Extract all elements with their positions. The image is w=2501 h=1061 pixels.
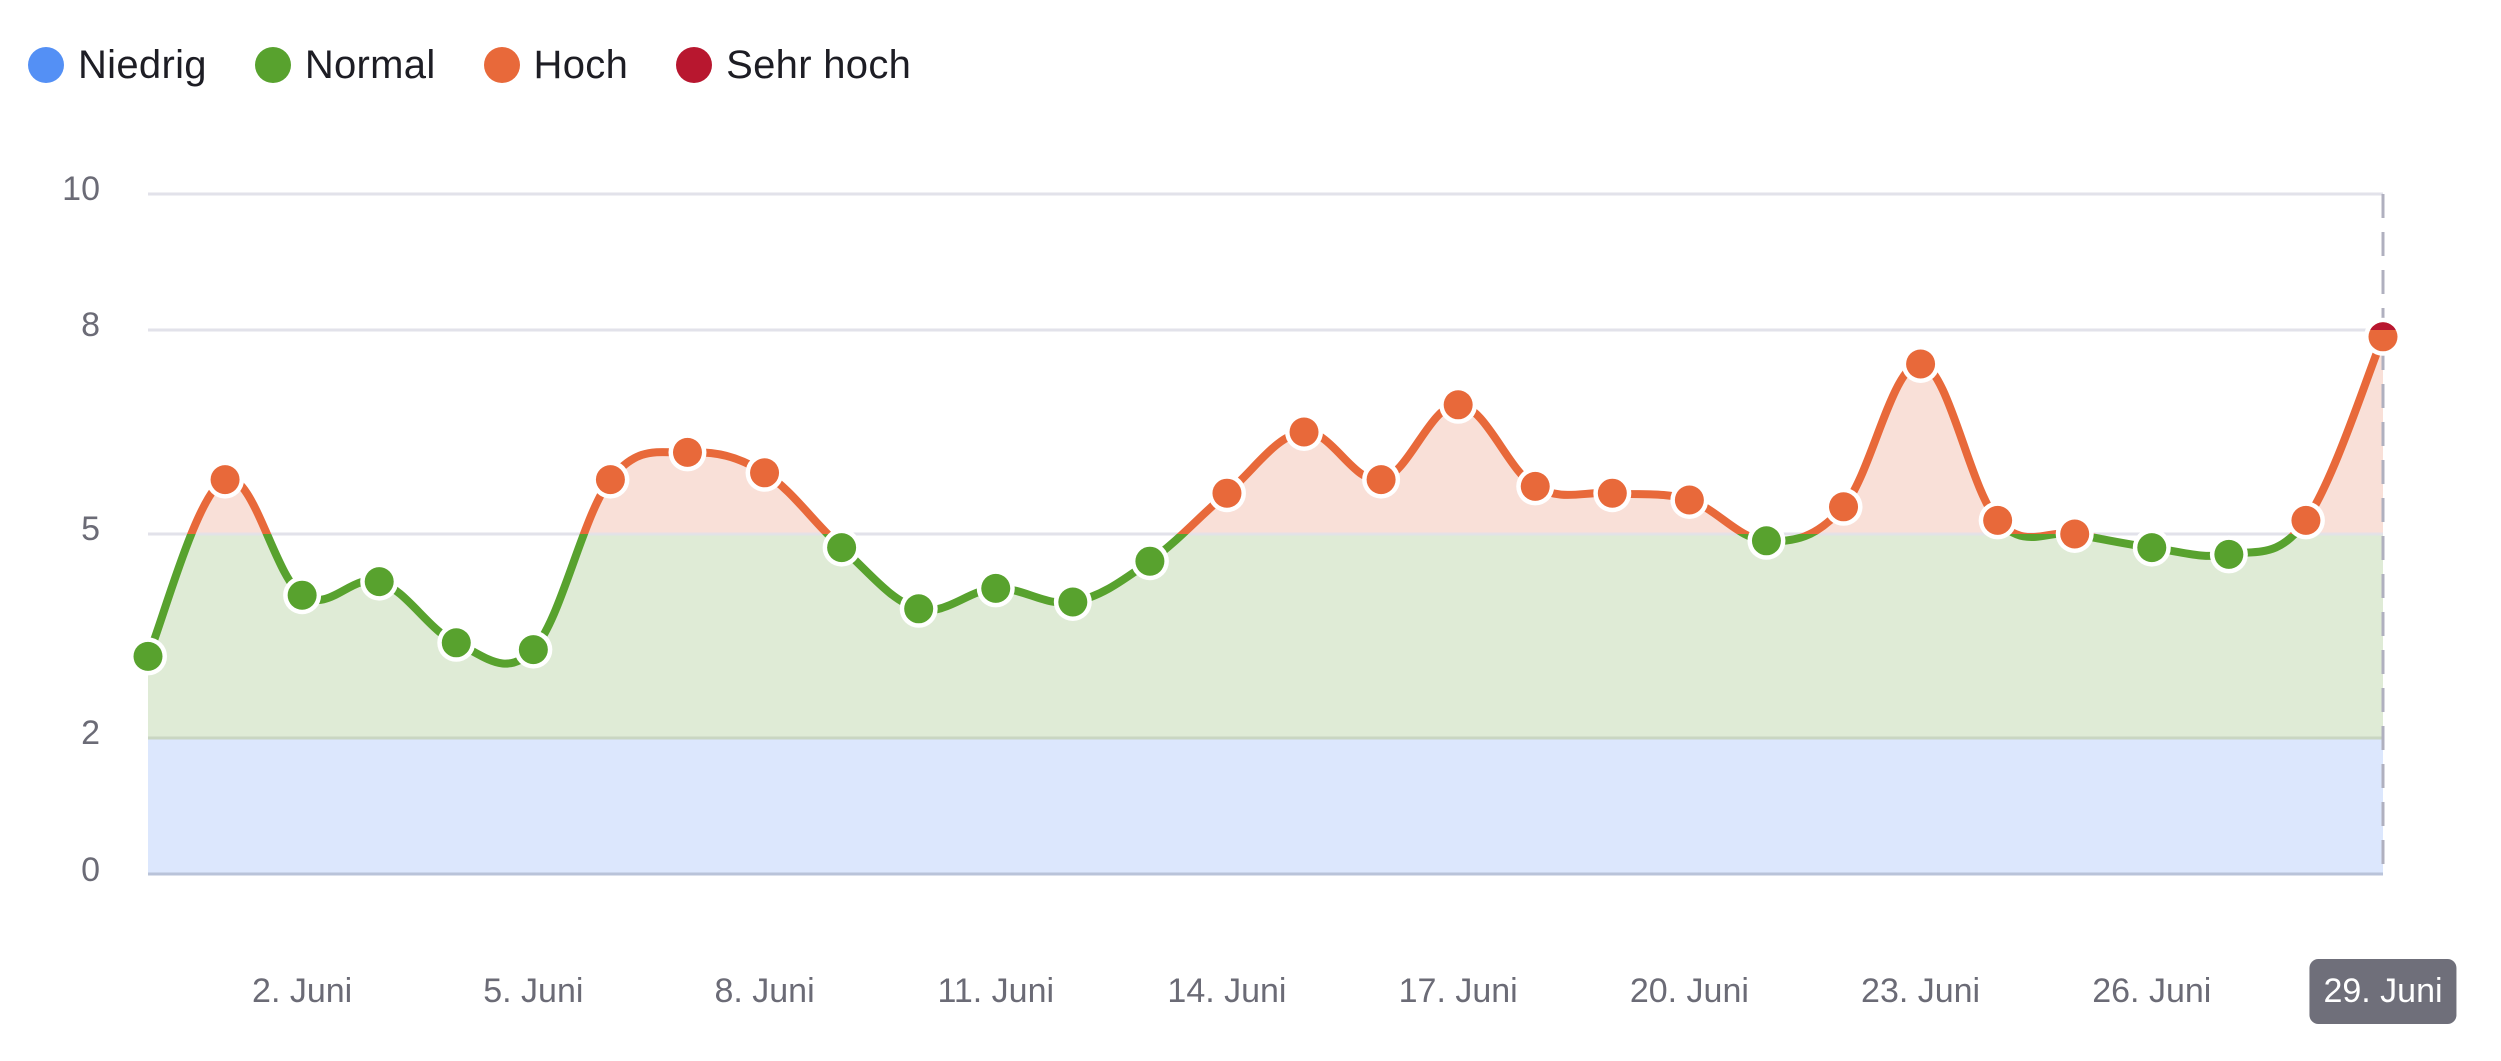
data-point[interactable]: [1983, 505, 2013, 535]
series-line: [144, 534, 2301, 668]
legend-label: Hoch: [533, 42, 629, 87]
legend-item-normal[interactable]: Normal: [254, 42, 436, 88]
data-point[interactable]: [1520, 471, 1550, 501]
y-tick-label: 2: [81, 714, 100, 752]
x-tick-label: 26. Juni: [2092, 972, 2212, 1010]
x-tick-label: 11. Juni: [937, 972, 1055, 1010]
data-point[interactable]: [2214, 539, 2244, 569]
x-tick-label: 23. Juni: [1861, 972, 1981, 1010]
data-point[interactable]: [210, 465, 240, 495]
legend-label: Normal: [304, 42, 436, 87]
legend-item-sehr-hoch[interactable]: Sehr hoch: [676, 43, 911, 88]
data-point[interactable]: [2060, 519, 2090, 549]
data-point[interactable]: [2291, 505, 2321, 535]
legend-label: Niedrig: [78, 42, 207, 87]
data-point[interactable]: [518, 635, 548, 665]
y-tick-label: 10: [62, 170, 100, 208]
x-tick-label: 8. Juni: [714, 972, 815, 1010]
x-tick-label: 2. Juni: [252, 972, 353, 1010]
data-point[interactable]: [981, 573, 1011, 603]
y-tick-label: 8: [81, 306, 100, 344]
x-tick-label: 5. Juni: [483, 972, 584, 1010]
data-point[interactable]: [1751, 526, 1781, 556]
x-tick-label: 14. Juni: [1167, 972, 1287, 1010]
legend-label: Sehr hoch: [726, 42, 912, 87]
legend-dot-icon: [483, 47, 520, 83]
data-point[interactable]: [1366, 465, 1396, 495]
data-point[interactable]: [1829, 492, 1859, 522]
data-point[interactable]: [133, 641, 163, 671]
chart-legend: Niedrig Normal Hoch Sehr hoch: [28, 40, 959, 90]
data-point[interactable]: [1289, 417, 1319, 447]
data-point[interactable]: [1135, 546, 1165, 576]
band-normal: [148, 534, 2383, 738]
y-tick-label: 0: [81, 851, 100, 889]
data-point[interactable]: [441, 628, 471, 658]
x-tick-label: 20. Juni: [1629, 972, 1749, 1010]
data-point[interactable]: [1906, 349, 1936, 379]
legend-dot-icon: [28, 47, 64, 83]
data-point[interactable]: [672, 437, 702, 467]
data-point[interactable]: [1674, 485, 1704, 515]
legend-dot-icon: [254, 47, 291, 83]
data-point[interactable]: [287, 580, 317, 610]
data-point[interactable]: [750, 458, 780, 488]
data-point[interactable]: [1058, 587, 1088, 617]
y-tick-label: 5: [81, 510, 100, 548]
data-point[interactable]: [1443, 390, 1473, 420]
legend-item-niedrig[interactable]: Niedrig: [28, 43, 207, 88]
legend-dot-icon: [676, 47, 713, 83]
data-point[interactable]: [1597, 478, 1627, 508]
data-point[interactable]: [2137, 533, 2167, 563]
band-niedrig: [148, 738, 2383, 874]
legend-item-hoch[interactable]: Hoch: [483, 42, 629, 88]
x-tick-label: 17. Juni: [1398, 972, 1518, 1010]
data-point[interactable]: [827, 533, 857, 563]
data-point[interactable]: [364, 567, 394, 597]
band-hoch: [148, 336, 2383, 534]
x-tick-label-highlighted: 29. Juni: [2309, 959, 2457, 1024]
data-point[interactable]: [595, 465, 625, 495]
data-point[interactable]: [904, 594, 934, 624]
data-point[interactable]: [1212, 478, 1242, 508]
